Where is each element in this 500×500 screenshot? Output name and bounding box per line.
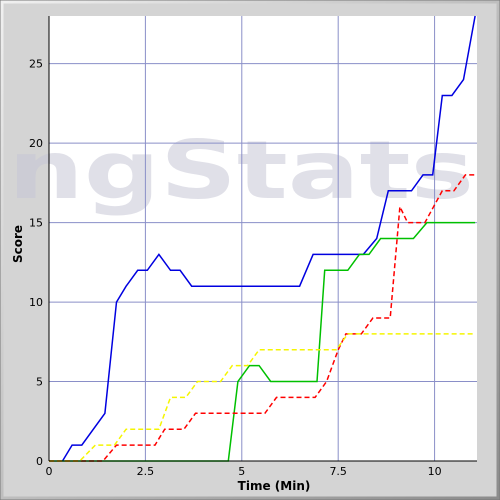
x-axis-title: Time (Min) [238,479,311,493]
y-tick-label: 25 [29,58,43,71]
y-tick-label: 10 [29,296,43,309]
series-line-3 [49,174,476,462]
x-tick-label: 5 [238,465,245,478]
series-line-2 [49,221,476,462]
x-tick-label: 0 [46,465,53,478]
y-axis-title: Score [11,225,25,263]
series-line-1 [61,15,476,462]
y-tick-label: 0 [36,455,43,468]
y-tick-label: 15 [29,217,43,230]
x-tick-label: 10 [428,465,442,478]
y-tick-label: 20 [29,137,43,150]
x-tick-label: 7.5 [329,465,347,478]
x-tick-label: 2.5 [137,465,155,478]
watermark: ngStats [8,124,474,217]
y-tick-label: 5 [36,376,43,389]
